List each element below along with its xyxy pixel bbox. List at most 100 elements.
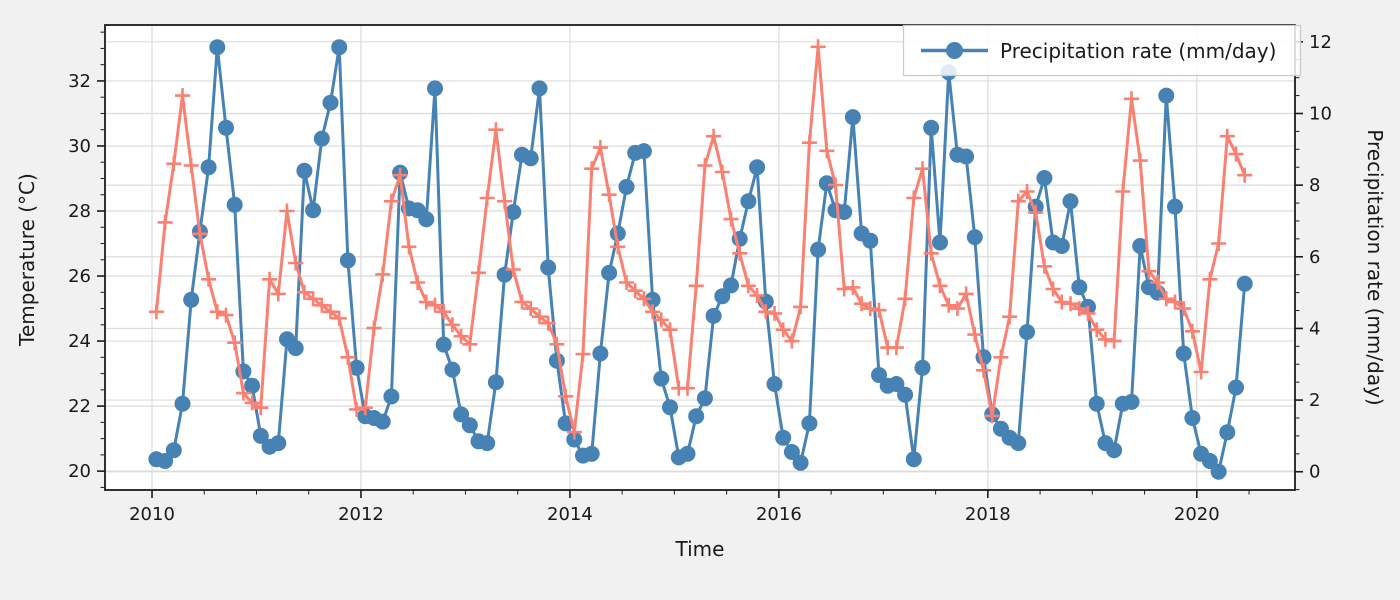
data-point [392, 167, 408, 183]
data-point [427, 297, 443, 313]
y-right-axis-label: Precipitation rate (mm/day) [1363, 129, 1387, 405]
x-tick-label: 2014 [547, 504, 593, 525]
data-point [323, 304, 338, 320]
data-point [1080, 305, 1096, 321]
data-point [1123, 393, 1140, 410]
data-point [1193, 364, 1209, 380]
data-point [313, 130, 330, 147]
data-point [209, 304, 225, 320]
data-point [444, 317, 460, 333]
data-point [427, 80, 443, 97]
data-point [175, 88, 190, 104]
x-axis-label: Time [675, 537, 725, 561]
data-point [696, 390, 713, 407]
data-point [1158, 87, 1175, 104]
data-point [540, 315, 556, 331]
data-point [532, 309, 547, 325]
data-point [810, 39, 826, 55]
data-point [339, 252, 356, 269]
data-point [619, 275, 634, 290]
data-point [461, 417, 478, 434]
data-point [331, 39, 348, 56]
data-point [976, 362, 991, 378]
data-point [471, 265, 486, 281]
data-point [1019, 184, 1035, 199]
y-left-tick-label: 22 [68, 396, 91, 417]
data-point [1054, 294, 1070, 310]
data-point [1219, 128, 1235, 144]
data-point [819, 143, 835, 159]
data-point [854, 296, 870, 312]
data-point [253, 400, 269, 416]
data-point [723, 211, 739, 227]
data-point [531, 80, 548, 97]
data-point [288, 255, 304, 271]
data-point [157, 214, 173, 230]
data-point [453, 406, 470, 423]
data-point [1089, 322, 1105, 338]
data-point [192, 226, 208, 242]
data-point [349, 401, 365, 417]
data-point [1115, 184, 1131, 199]
data-point [662, 399, 678, 416]
data-point [1184, 323, 1200, 339]
data-point [680, 380, 695, 396]
data-point [923, 119, 940, 136]
data-point [227, 335, 243, 351]
data-point [993, 349, 1009, 365]
data-point [862, 301, 878, 317]
data-point [828, 177, 843, 193]
data-point [758, 304, 774, 320]
data-point [1158, 291, 1174, 307]
legend-label: Precipitation rate (mm/day) [1000, 39, 1276, 63]
data-point [374, 413, 391, 430]
data-point [1010, 435, 1027, 452]
data-point [1071, 301, 1087, 317]
data-point [201, 271, 217, 287]
data-point [923, 245, 939, 261]
data-point [645, 304, 661, 320]
data-point [801, 415, 818, 432]
data-point [1211, 236, 1227, 251]
data-point [941, 297, 957, 313]
data-point [984, 408, 1000, 424]
data-point [357, 400, 373, 416]
data-point [279, 203, 295, 219]
data-point [888, 340, 904, 356]
data-point [932, 278, 948, 294]
data-point [705, 307, 722, 324]
data-point [818, 175, 835, 192]
data-point [262, 271, 278, 287]
data-point [888, 376, 905, 392]
data-point [1036, 258, 1052, 274]
data-point [548, 352, 565, 369]
data-point [1228, 379, 1244, 396]
data-point [235, 385, 251, 401]
data-point [697, 158, 713, 173]
data-point [845, 279, 861, 295]
data-point [1175, 345, 1192, 362]
x-tick-label: 2018 [965, 504, 1011, 525]
data-point [584, 161, 600, 177]
data-point [287, 340, 304, 357]
data-point [1106, 442, 1123, 459]
data-point [775, 322, 791, 338]
data-point [226, 196, 243, 213]
data-point [435, 336, 452, 353]
data-point [1132, 238, 1149, 254]
data-point [1150, 275, 1166, 290]
data-point [1167, 198, 1183, 215]
data-point [383, 193, 399, 209]
data-point [636, 291, 652, 307]
data-point [244, 377, 261, 394]
temperature-series [148, 39, 1253, 440]
data-point [810, 241, 827, 258]
data-point [1237, 167, 1253, 183]
data-point [836, 204, 853, 220]
data-point [1036, 170, 1053, 186]
data-point [549, 336, 565, 352]
data-point [479, 435, 496, 452]
data-point [792, 454, 809, 471]
data-point [592, 345, 609, 362]
